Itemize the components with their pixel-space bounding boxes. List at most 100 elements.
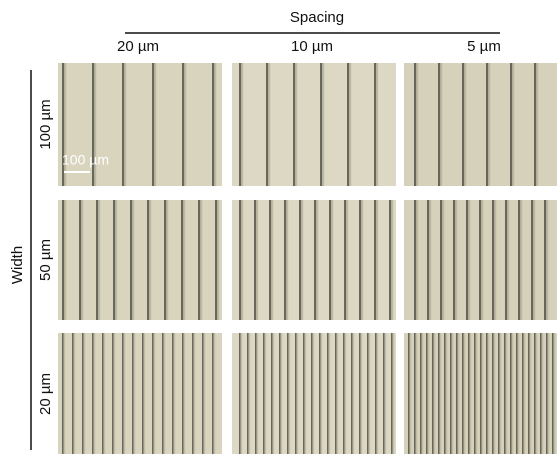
stripe-shade <box>217 200 220 320</box>
stripe-shade <box>316 200 319 320</box>
stripe-shade <box>468 200 471 320</box>
stripe-shade <box>64 200 67 320</box>
stripe-shade <box>458 333 460 454</box>
stripe-shade <box>464 333 466 454</box>
stripe-edge <box>456 333 458 454</box>
stripe-edge <box>510 63 513 186</box>
micrograph-bg <box>58 63 222 186</box>
stripe-edge <box>72 333 74 454</box>
stripe-shade <box>322 63 325 186</box>
stripe-edge <box>474 333 476 454</box>
stripe-shade <box>410 333 412 454</box>
stripe-shade <box>546 200 549 320</box>
stripe-shade <box>488 333 490 454</box>
stripe-shade <box>536 63 539 186</box>
stripe-edge <box>266 63 269 186</box>
stripe-shade <box>377 333 379 454</box>
stripe-edge <box>383 333 385 454</box>
stripe-shade <box>446 333 448 454</box>
stripe-edge <box>359 200 362 320</box>
stripe-shade <box>286 200 289 320</box>
stripe-shade <box>429 200 432 320</box>
stripe-edge <box>96 200 99 320</box>
stripe-edge <box>102 333 104 454</box>
stripe-shade <box>174 333 176 454</box>
stripe-edge <box>414 333 416 454</box>
stripe-shade <box>542 333 544 454</box>
stripe-shade <box>422 333 424 454</box>
stripe-shade <box>273 333 275 454</box>
stripe-edge <box>142 333 144 454</box>
stripe-shade <box>268 63 271 186</box>
stripe-shade <box>518 333 520 454</box>
micrograph-bg <box>404 63 557 186</box>
micrograph <box>404 333 557 454</box>
stripe-edge <box>462 333 464 454</box>
stripe-shade <box>337 333 339 454</box>
stripe-edge <box>420 333 422 454</box>
stripe-edge <box>279 333 281 454</box>
stripe-shade <box>81 200 84 320</box>
stripe-edge <box>450 333 452 454</box>
stripe-shade <box>369 333 371 454</box>
stripe-edge <box>510 333 512 454</box>
stripe-shade <box>512 333 514 454</box>
stripe-edge <box>247 333 249 454</box>
stripe-edge <box>92 333 94 454</box>
stripe-shade <box>482 333 484 454</box>
stripe-shade <box>132 200 135 320</box>
micrograph <box>232 333 396 454</box>
row-label: 100 µm <box>37 99 54 149</box>
stripe-shade <box>512 63 515 186</box>
stripe-shade <box>494 333 496 454</box>
stripe-edge <box>351 333 353 454</box>
stripe-shade <box>530 333 532 454</box>
stripe-shade <box>214 63 217 186</box>
stripe-edge <box>82 333 84 454</box>
stripe-edge <box>375 333 377 454</box>
stripe-shade <box>249 333 251 454</box>
stripe-shade <box>476 333 478 454</box>
stripe-shade <box>349 63 352 186</box>
stripe-edge <box>132 333 134 454</box>
stripe-shade <box>416 333 418 454</box>
stripe-shade <box>98 200 101 320</box>
stripe-edge <box>518 200 521 320</box>
stripe-shade <box>452 333 454 454</box>
stripe-edge <box>182 63 185 186</box>
stripe-edge <box>343 333 345 454</box>
stripe-shade <box>200 200 203 320</box>
stripe-shade <box>281 333 283 454</box>
stripe-edge <box>284 200 287 320</box>
stripe-shade <box>154 63 157 186</box>
scale-bar-label: 100 µm <box>62 152 109 168</box>
row-label: 20 µm <box>37 373 54 415</box>
stripe-edge <box>287 333 289 454</box>
stripe-shade <box>94 333 96 454</box>
stripe-edge <box>319 333 321 454</box>
micrograph <box>232 200 396 320</box>
width-title: Width <box>9 246 26 284</box>
stripe-shade <box>154 333 156 454</box>
stripe-edge <box>172 333 174 454</box>
stripe-edge <box>374 63 377 186</box>
stripe-edge <box>552 333 554 454</box>
stripe-edge <box>486 63 489 186</box>
stripe-shade <box>393 333 395 454</box>
stripe-shade <box>256 200 259 320</box>
stripe-edge <box>239 63 242 186</box>
stripe-edge <box>212 333 214 454</box>
stripe-shade <box>289 333 291 454</box>
stripe-edge <box>492 333 494 454</box>
stripe-edge <box>531 200 534 320</box>
stripe-shade <box>376 200 379 320</box>
stripe-shade <box>331 200 334 320</box>
stripe-shade <box>536 333 538 454</box>
stripe-shade <box>241 63 244 186</box>
stripe-shade <box>241 333 243 454</box>
stripe-shade <box>305 333 307 454</box>
stripe-edge <box>534 63 537 186</box>
stripe-edge <box>239 200 242 320</box>
stripe-shade <box>166 200 169 320</box>
stripe-edge <box>320 63 323 186</box>
